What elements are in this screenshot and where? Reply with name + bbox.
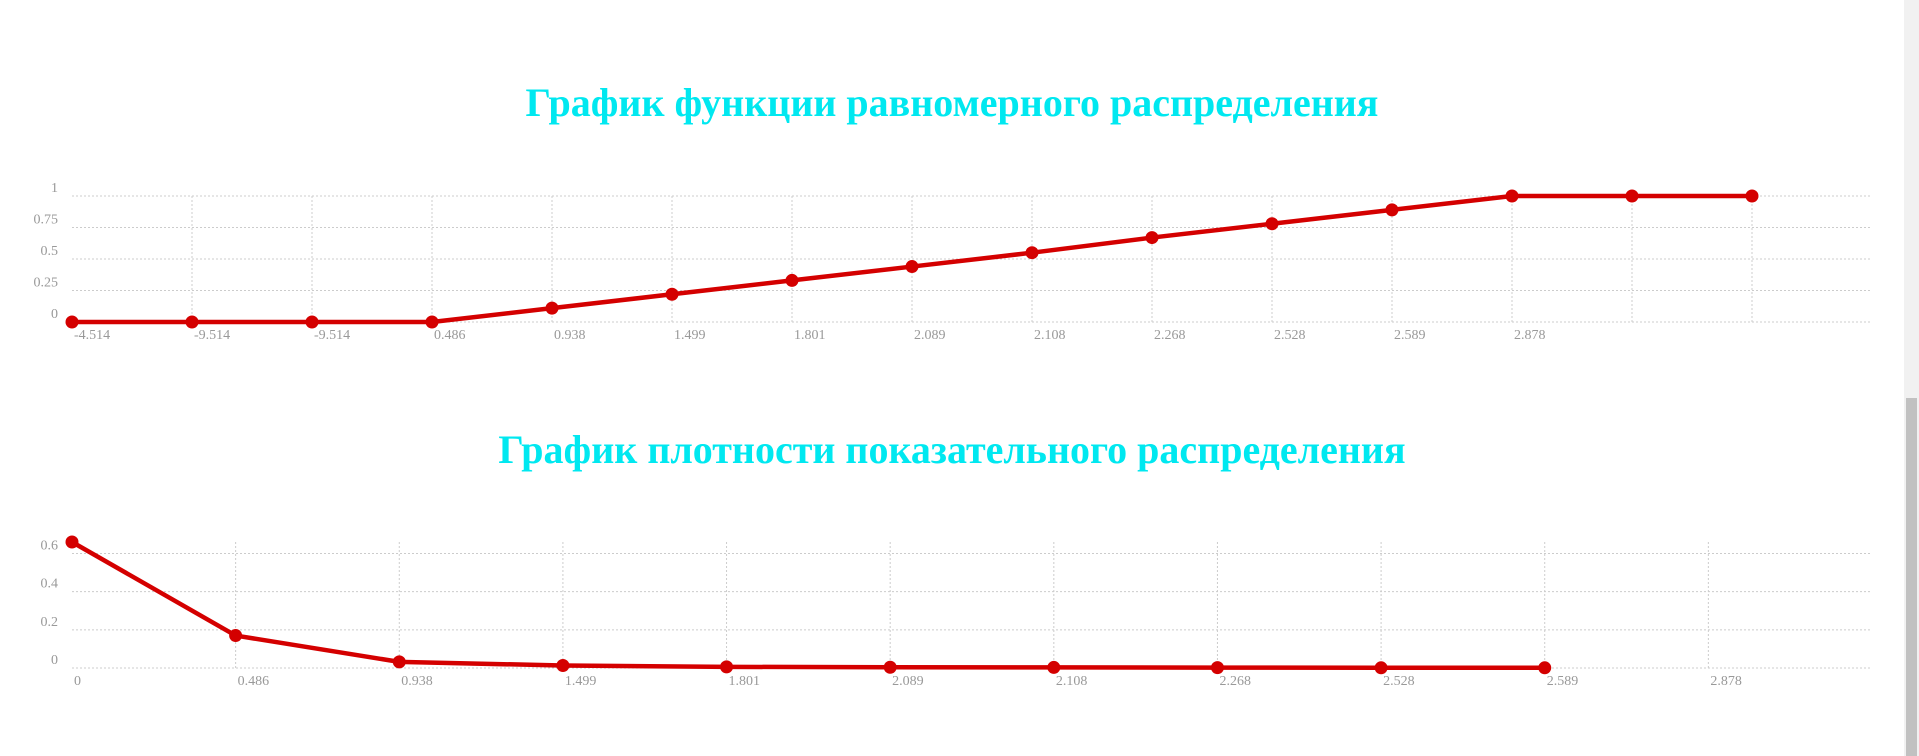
x-tick-label: 2.108 <box>1034 328 1066 343</box>
point <box>545 301 559 315</box>
y-tick-label: 0.6 <box>41 538 59 553</box>
point <box>1047 660 1061 674</box>
point <box>785 273 799 287</box>
x-tick-label: 0.938 <box>401 674 433 689</box>
y-tick-label: 0.25 <box>34 276 59 291</box>
x-tick-label: 2.089 <box>892 674 924 689</box>
point <box>1210 661 1224 675</box>
y-tick-label: 0.5 <box>41 244 59 259</box>
point <box>1538 661 1552 675</box>
x-tick-label: 1.801 <box>729 674 761 689</box>
point <box>1625 189 1639 203</box>
y-tick-label: 0.75 <box>34 213 59 228</box>
x-tick-label: 0.938 <box>554 328 586 343</box>
point <box>425 315 439 329</box>
line <box>70 540 1545 671</box>
x-tick-label: 2.878 <box>1710 674 1742 689</box>
x-tick-label: 0 <box>74 674 81 689</box>
x-tick-label: 0.486 <box>434 328 466 343</box>
point <box>1145 231 1159 245</box>
x-tick-label: 2.268 <box>1154 328 1186 343</box>
point <box>720 660 734 674</box>
chart-title: График функции равномерного распределени… <box>526 80 1379 125</box>
point <box>1265 217 1279 231</box>
x-tick-label: -9.514 <box>314 328 350 343</box>
point <box>1374 661 1388 675</box>
x-tick-label: -9.514 <box>194 328 230 343</box>
x-tick-label: 2.589 <box>1394 328 1426 343</box>
scrollbar-thumb[interactable] <box>1906 398 1917 756</box>
x-tick-label: 0.486 <box>238 674 269 689</box>
x-tick-label: 2.089 <box>914 328 946 343</box>
x-tick-label: -4.514 <box>74 328 110 343</box>
y-tick-label: 0 <box>51 307 58 322</box>
point <box>1745 189 1759 203</box>
point <box>65 535 79 549</box>
x-tick-label: 2.528 <box>1383 674 1415 689</box>
point <box>883 660 897 674</box>
x-tick-label: 2.108 <box>1056 674 1088 689</box>
y-tick-label: 0.2 <box>41 615 59 630</box>
x-tick-label: 2.528 <box>1274 328 1306 343</box>
x-tick-label: 2.878 <box>1514 328 1546 343</box>
point <box>905 260 919 274</box>
point <box>392 655 406 669</box>
point <box>665 287 679 301</box>
y-tick-label: 1 <box>51 181 58 196</box>
x-tick-label: 1.801 <box>794 328 826 343</box>
point <box>229 629 243 643</box>
chart-title: График плотности показательного распреде… <box>498 427 1405 472</box>
x-tick-label: 1.499 <box>565 674 597 689</box>
point <box>1505 189 1519 203</box>
point <box>556 659 570 673</box>
x-tick-label: 2.268 <box>1219 674 1251 689</box>
y-tick-label: 0.4 <box>41 577 59 592</box>
point <box>305 315 319 329</box>
x-tick-label: 1.499 <box>674 328 706 343</box>
y-tick-label: 0 <box>51 653 58 668</box>
point <box>1385 203 1399 217</box>
x-tick-label: 2.589 <box>1547 674 1579 689</box>
point <box>1025 246 1039 260</box>
point <box>185 315 199 329</box>
point <box>65 315 79 329</box>
